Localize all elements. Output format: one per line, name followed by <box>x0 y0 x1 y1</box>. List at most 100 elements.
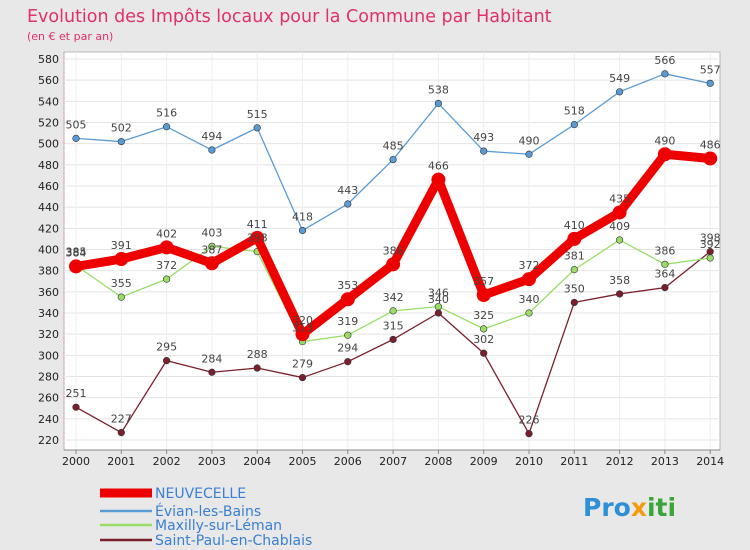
data-point <box>703 151 718 166</box>
data-label: 381 <box>564 250 585 263</box>
data-label: 358 <box>609 274 630 287</box>
data-point <box>163 357 171 365</box>
y-tick-label: 280 <box>38 371 59 384</box>
data-label: 557 <box>700 63 721 76</box>
data-point <box>570 298 578 307</box>
x-tick-label: 2005 <box>289 455 317 468</box>
data-label: 227 <box>111 413 132 426</box>
x-tick-label: 2011 <box>560 455 588 468</box>
data-point <box>340 292 355 307</box>
data-point <box>480 325 488 333</box>
data-point <box>208 242 216 250</box>
data-point <box>525 309 533 317</box>
data-point <box>615 88 624 96</box>
data-point <box>661 70 669 78</box>
data-point <box>615 290 624 298</box>
data-point <box>389 155 397 164</box>
data-label: 502 <box>111 122 132 135</box>
x-tick-label: 2008 <box>424 455 452 468</box>
data-label: 294 <box>337 342 358 355</box>
data-point <box>389 335 397 344</box>
data-label: 251 <box>66 387 87 400</box>
data-label: 353 <box>337 279 358 292</box>
data-point <box>657 147 672 162</box>
data-point <box>344 200 352 208</box>
data-label: 490 <box>654 134 675 147</box>
data-point <box>525 430 533 438</box>
data-point <box>72 403 80 411</box>
data-label: 387 <box>201 243 222 256</box>
logo-part-pro: Pro <box>583 493 631 522</box>
y-tick-label: 220 <box>38 434 59 447</box>
data-point <box>522 272 536 287</box>
x-tick-label: 2003 <box>198 455 226 468</box>
y-tick-label: 480 <box>38 159 59 172</box>
y-tick-label: 540 <box>38 95 59 108</box>
data-label: 325 <box>473 309 494 322</box>
data-point <box>204 256 219 271</box>
chart-subtitle: (en € et par an) <box>27 30 113 43</box>
data-label: 355 <box>111 277 132 290</box>
data-label: 402 <box>156 227 177 240</box>
data-label: 315 <box>383 319 404 332</box>
x-tick-label: 2014 <box>696 455 724 468</box>
data-label: 418 <box>292 210 313 223</box>
data-point <box>386 257 401 272</box>
data-point <box>480 349 488 357</box>
data-point <box>570 266 578 274</box>
data-label: 403 <box>201 226 222 239</box>
data-label: 340 <box>428 293 449 306</box>
data-point <box>298 226 307 235</box>
x-tick-label: 2006 <box>334 455 362 468</box>
data-point <box>476 288 491 303</box>
y-tick-label: 420 <box>38 222 59 235</box>
data-label: 566 <box>654 54 675 67</box>
data-label: 516 <box>156 107 177 120</box>
y-axis: 220 240 260 280 300 320 340 360 380 400 420 440 460 4… <box>38 52 65 450</box>
data-point <box>434 309 443 317</box>
data-point <box>567 231 582 246</box>
chart-title: Evolution des Impôts locaux pour la Comm… <box>27 7 552 27</box>
x-tick-label: 2002 <box>153 455 181 468</box>
data-label: 384 <box>66 246 87 259</box>
data-point <box>344 331 352 339</box>
data-point <box>159 240 174 255</box>
data-label: 288 <box>247 348 268 361</box>
data-point <box>344 358 352 366</box>
x-tick-label: 2004 <box>243 455 271 468</box>
y-tick-label: 240 <box>38 413 59 426</box>
legend: NEUVECELLEÉvian-les-BainsMaxilly-sur-Lém… <box>100 486 312 549</box>
y-tick-label: 440 <box>38 201 59 214</box>
data-point <box>253 124 261 132</box>
legend-label: Maxilly-sur-Léman <box>155 518 282 534</box>
data-label: 284 <box>201 352 222 365</box>
data-point <box>208 146 216 154</box>
y-tick-label: 380 <box>38 265 59 278</box>
data-label: 411 <box>247 218 268 231</box>
data-label: 398 <box>247 232 268 245</box>
data-point <box>250 230 265 245</box>
data-label: 372 <box>156 259 177 272</box>
data-label: 538 <box>428 83 449 96</box>
data-point <box>661 260 669 268</box>
data-label: 493 <box>473 131 494 144</box>
data-point <box>117 137 125 146</box>
logo-part-iti: iti <box>647 493 676 522</box>
data-label: 295 <box>156 341 177 354</box>
y-tick-label: 360 <box>38 286 59 299</box>
data-point <box>253 364 261 372</box>
data-label: 340 <box>519 293 540 306</box>
data-label: 226 <box>519 414 540 427</box>
x-tick-label: 2013 <box>651 455 679 468</box>
y-tick-label: 400 <box>38 244 59 257</box>
data-point <box>117 293 125 301</box>
data-point <box>114 252 129 267</box>
data-point <box>570 121 578 129</box>
data-point <box>480 147 488 155</box>
x-axis: 2000 2001 2002 2003 2004 2005 2006 2007 2008 2009… <box>62 449 724 468</box>
data-label: 490 <box>519 134 540 147</box>
data-point <box>163 123 171 131</box>
data-label: 357 <box>473 275 494 288</box>
y-tick-label: 340 <box>38 307 59 320</box>
